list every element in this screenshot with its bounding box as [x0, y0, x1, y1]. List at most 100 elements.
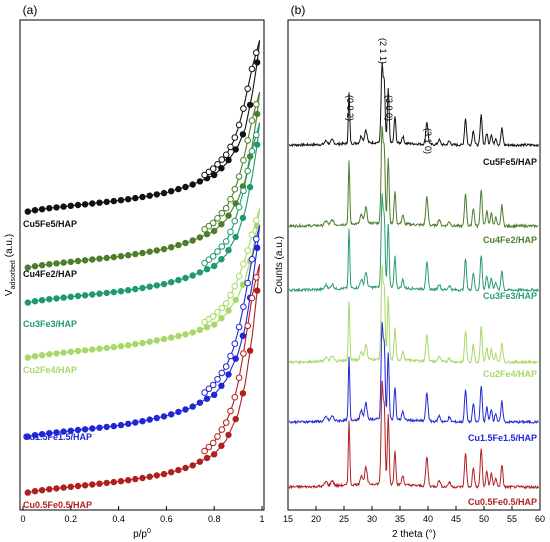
desorption-point — [231, 282, 239, 290]
adsorption-point — [146, 416, 153, 423]
adsorption-point — [46, 296, 53, 303]
adsorption-point — [254, 110, 261, 118]
desorption-point — [252, 101, 260, 108]
desorption-point — [244, 137, 251, 144]
adsorption-point — [74, 292, 82, 300]
adsorption-point — [132, 250, 139, 258]
adsorption-point — [132, 194, 139, 202]
panel-b-x-tick-label: 55 — [507, 514, 517, 524]
panel-a-y-axis-label-text: V — [4, 289, 15, 296]
desorption-point — [227, 228, 234, 236]
adsorption-point — [117, 196, 125, 204]
panel-a-x-tick-label: 0.6 — [160, 514, 173, 524]
adsorption-point — [24, 264, 31, 271]
adsorption-point — [74, 347, 82, 355]
desorption-point — [205, 168, 213, 176]
adsorption-point — [38, 262, 46, 269]
panel-b-series-layer — [288, 62, 539, 491]
adsorption-point — [46, 486, 53, 493]
adsorption-point — [89, 200, 96, 207]
adsorption-point — [153, 337, 160, 344]
desorption-point — [240, 350, 247, 357]
desorption-point — [240, 105, 247, 112]
panel-b-x-tick-label: 15 — [283, 514, 293, 524]
desorption-point — [222, 238, 230, 245]
adsorption-point — [124, 287, 132, 294]
desorption-point — [240, 187, 247, 195]
desorption-point — [214, 161, 221, 168]
panel-b-x-tick-label: 40 — [423, 514, 433, 524]
adsorption-point — [196, 269, 204, 276]
panel-b-sample-label: Cu5Fe5/HAP — [483, 157, 537, 167]
adsorption-point — [175, 332, 182, 340]
adsorption-line — [25, 225, 261, 438]
panel-a-x-tick-label: 0.4 — [112, 514, 125, 524]
adsorption-point — [132, 285, 139, 293]
desorption-point — [205, 222, 213, 230]
adsorption-point — [38, 352, 46, 359]
adsorption-point — [103, 198, 110, 206]
desorption-point — [218, 304, 226, 312]
adsorption-point — [182, 239, 189, 247]
adsorption-point — [117, 288, 125, 295]
adsorption-point — [210, 321, 218, 328]
adsorption-point — [246, 183, 254, 191]
adsorption-point — [60, 203, 67, 210]
adsorption-point — [182, 274, 189, 282]
adsorption-point — [53, 485, 60, 492]
panel-b-sample-label: Cu3Fe3/HAP — [483, 291, 537, 301]
panel-a-label: (a) — [23, 3, 38, 17]
desorption-point — [218, 156, 226, 163]
adsorption-point — [31, 263, 39, 270]
adsorption-point — [175, 185, 182, 193]
adsorption-point — [196, 399, 204, 406]
adsorption-point — [117, 478, 125, 485]
panel-b-plot-frame — [287, 19, 541, 511]
adsorption-point — [246, 347, 254, 354]
adsorption-point — [38, 297, 46, 304]
adsorption-point — [218, 315, 225, 322]
panel-b-sample-label: Cu2Fe4/HAP — [483, 369, 537, 379]
adsorption-point — [38, 431, 46, 438]
adsorption-point — [139, 284, 146, 292]
desorption-point — [248, 65, 256, 73]
adsorption-point — [46, 430, 53, 437]
adsorption-point — [89, 256, 96, 263]
desorption-point — [227, 352, 234, 360]
adsorption-point — [153, 247, 160, 254]
adsorption-point — [96, 424, 103, 431]
desorption-point — [231, 393, 239, 401]
adsorption-point — [160, 280, 168, 288]
adsorption-point — [31, 432, 39, 439]
adsorption-point — [203, 454, 211, 462]
adsorption-point — [146, 473, 153, 480]
adsorption-point — [189, 181, 196, 188]
panel-a-sample-labels: Cu5Fe5/HAP Cu4Fe2/HAP Cu3Fe3/HAP Cu2Fe4/HAP… — [23, 219, 92, 510]
adsorption-point — [203, 324, 211, 331]
desorption-point — [235, 323, 243, 331]
panel-a-sample-label: Cu1.5Fe1.5/HAP — [23, 432, 92, 442]
adsorption-point — [225, 431, 232, 439]
isotherm-4 — [24, 208, 261, 361]
xrd-pattern-2 — [288, 125, 539, 229]
adsorption-point — [67, 483, 74, 490]
desorption-point — [222, 204, 230, 212]
adsorption-point — [167, 243, 175, 251]
adsorption-point — [74, 482, 82, 490]
adsorption-point — [153, 282, 160, 289]
desorption-point — [227, 407, 234, 415]
adsorption-point — [196, 234, 204, 241]
adsorption-point — [103, 423, 110, 431]
isotherm-1 — [24, 40, 261, 215]
desorption-point — [252, 131, 260, 139]
adsorption-point — [24, 354, 31, 361]
adsorption-point — [96, 255, 103, 262]
adsorption-point — [81, 292, 89, 299]
adsorption-point — [210, 451, 218, 458]
adsorption-point — [160, 245, 168, 253]
adsorption-point — [24, 489, 31, 496]
adsorption-point — [132, 340, 139, 348]
desorption-point — [235, 272, 243, 280]
desorption-point — [218, 243, 226, 250]
panel-a-x-tick-label: 0.2 — [65, 514, 78, 524]
